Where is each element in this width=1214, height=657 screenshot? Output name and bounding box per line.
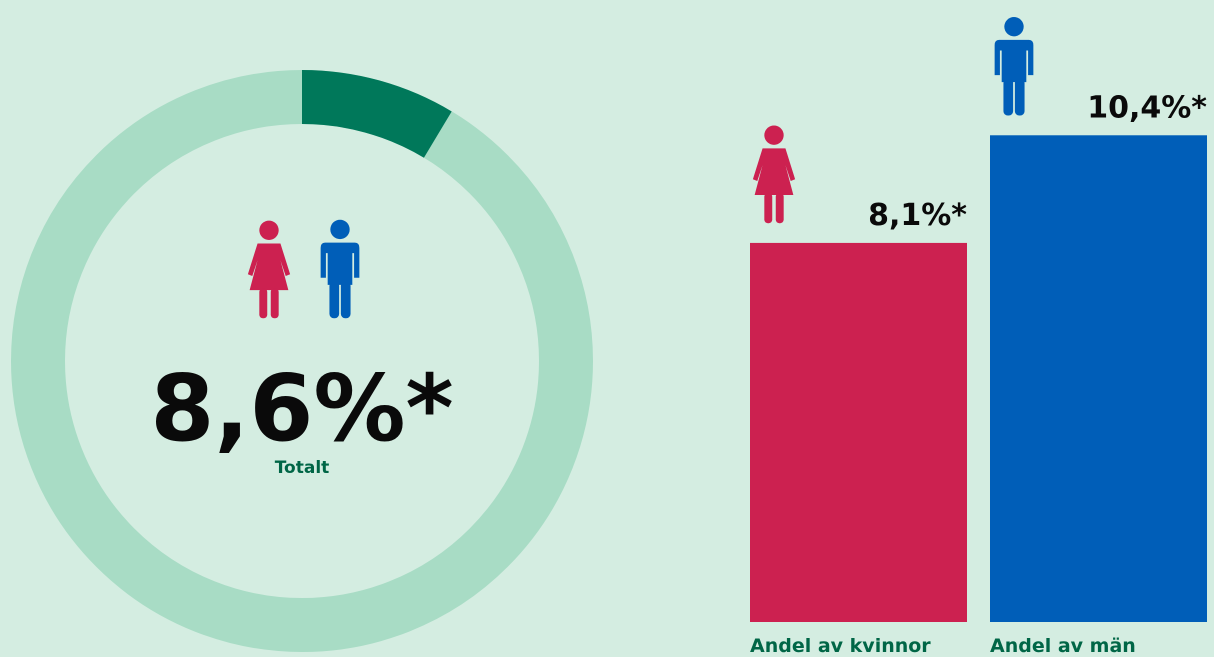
man-icon: [320, 219, 360, 319]
total-label: Totalt: [275, 458, 330, 478]
total-value: 8,6%*: [150, 355, 453, 462]
bar: [750, 242, 967, 623]
bar-category-label: Andel av kvinnor: [750, 635, 931, 657]
bar-value-label: 10,4%*: [1087, 90, 1207, 125]
donut-arc: [301, 70, 452, 159]
bar-value-label: 8,1%*: [868, 198, 967, 233]
bar-category-label: Andel av män: [990, 635, 1136, 657]
person-icon: [752, 125, 796, 224]
woman-icon: [247, 220, 291, 319]
bar: [990, 135, 1207, 622]
person-icon: [994, 17, 1034, 116]
